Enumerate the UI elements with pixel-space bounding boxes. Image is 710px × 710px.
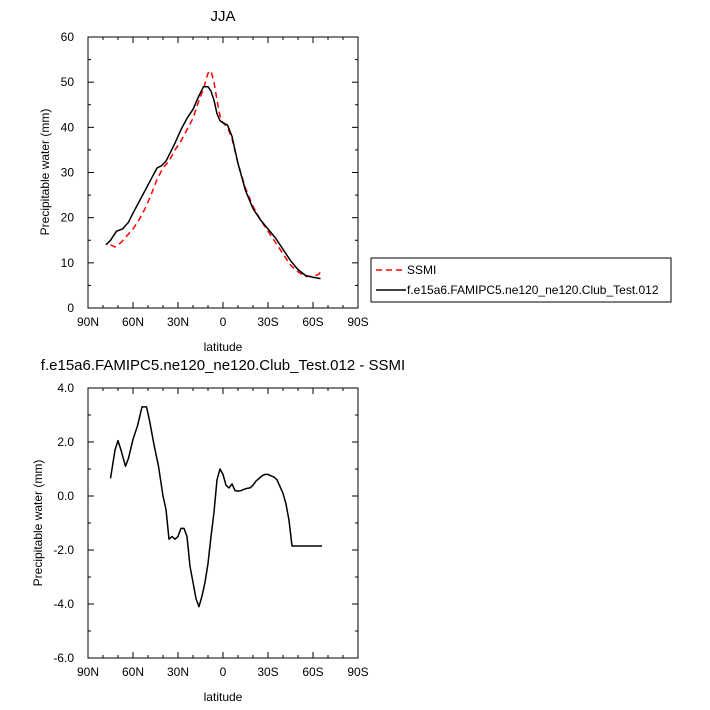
bottom-chart-frame xyxy=(87,387,359,659)
bottom-chart-xtick-label: 30S xyxy=(257,665,278,679)
bottom-chart-title: f.e15a6.FAMIPC5.ne120_ne120.Club_Test.01… xyxy=(41,357,405,374)
bottom-chart-ytick-label: -4.0 xyxy=(53,597,74,611)
bottom-chart-xtick-label: 30N xyxy=(167,665,189,679)
top-chart-xtick-label: 60S xyxy=(302,315,323,329)
top-chart-xtick-label: 60N xyxy=(122,315,144,329)
top-chart-ytick-label: 20 xyxy=(61,211,75,225)
top-chart-ytick-label: 60 xyxy=(61,30,75,44)
bottom-chart-ytick-label: -2.0 xyxy=(53,543,74,557)
top-chart-series-line-1 xyxy=(105,85,321,280)
top-chart-xtick-label: 90N xyxy=(77,315,99,329)
bottom-chart-ytick-label: -6.0 xyxy=(53,651,74,665)
bottom-chart-series xyxy=(109,406,322,608)
bottom-chart-xtick-label: 0 xyxy=(220,665,227,679)
top-chart-panel: JJA 90N 60N 30N 0 30S 60S 90S 0 10 20 30 40 50 60 lat… xyxy=(38,8,369,354)
top-chart-ytick-label: 50 xyxy=(61,75,75,89)
top-chart-xtick-label: 30N xyxy=(167,315,189,329)
legend-label-model: f.e15a6.FAMIPC5.ne120_ne120.Club_Test.01… xyxy=(407,283,659,297)
bottom-chart-xtick-label: 90S xyxy=(347,665,368,679)
bottom-chart-ytick-label: 0.0 xyxy=(57,489,74,503)
top-chart-ytick-label: 30 xyxy=(61,166,75,180)
top-chart-ticks: 90N 60N 30N 0 30S 60S 90S 0 10 20 30 40 50 60 xyxy=(61,30,369,329)
top-chart-ytick-label: 10 xyxy=(61,256,75,270)
bottom-chart-ytick-label: 2.0 xyxy=(57,435,74,449)
top-chart-xtick-label: 90S xyxy=(347,315,368,329)
top-chart-title: JJA xyxy=(210,8,235,25)
top-chart-frame xyxy=(87,36,359,309)
bottom-chart-xtick-label: 60S xyxy=(302,665,323,679)
bottom-chart-xlabel: latitude xyxy=(204,690,243,704)
top-chart-series xyxy=(105,70,323,280)
top-chart-xlabel: latitude xyxy=(204,340,243,354)
bottom-chart-ylabel: Precipitable water (mm) xyxy=(31,460,45,587)
top-chart-ylabel: Precipitable water (mm) xyxy=(38,109,52,236)
top-chart-xtick-label: 0 xyxy=(220,315,227,329)
bottom-chart-xtick-label: 90N xyxy=(77,665,99,679)
top-chart-ytick-label: 40 xyxy=(61,120,75,134)
bottom-chart-ticks: 90N 60N 30N 0 30S 60S 90S -6.0 -4.0 -2.0 0.0 2.0 4.0 xyxy=(53,381,368,679)
legend-frame xyxy=(370,257,672,303)
legend: SSMI f.e15a6.FAMIPC5.ne120_ne120.Club_Te… xyxy=(370,257,672,303)
bottom-chart-panel: f.e15a6.FAMIPC5.ne120_ne120.Club_Test.01… xyxy=(31,357,405,704)
legend-label-ssmi: SSMI xyxy=(407,263,436,277)
bottom-chart-xtick-label: 60N xyxy=(122,665,144,679)
bottom-chart-series-line-0 xyxy=(109,406,322,608)
top-chart-series-line-0 xyxy=(110,70,323,278)
bottom-chart-ytick-label: 4.0 xyxy=(57,381,74,395)
top-chart-xtick-label: 30S xyxy=(257,315,278,329)
top-chart-ytick-label: 0 xyxy=(67,301,74,315)
